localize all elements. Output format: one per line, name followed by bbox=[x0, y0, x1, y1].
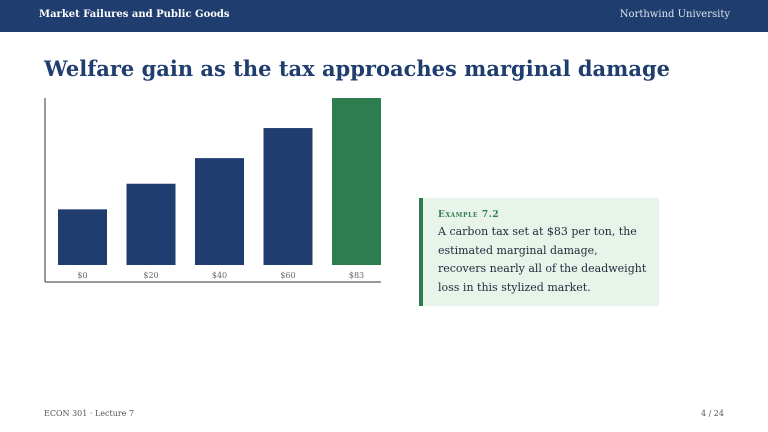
x-tick-label: $20 bbox=[143, 271, 158, 280]
example-callout: Example 7.2 A carbon tax set at $83 per … bbox=[419, 198, 659, 306]
callout-kicker: Example 7.2 bbox=[438, 210, 500, 220]
x-tick-label: $60 bbox=[280, 271, 295, 280]
footer-course: ECON 301 · Lecture 7 bbox=[44, 409, 135, 418]
bar-3 bbox=[263, 128, 313, 265]
page-number: 4 / 24 bbox=[700, 409, 724, 418]
x-tick-label: $0 bbox=[77, 271, 87, 280]
course-title: Market Failures and Public Goods bbox=[39, 9, 230, 20]
bar-0 bbox=[58, 209, 107, 265]
x-tick-label: $40 bbox=[212, 271, 227, 280]
bar-2 bbox=[195, 158, 244, 265]
bar-1 bbox=[126, 183, 176, 265]
header-bar: Market Failures and Public Goods Northwi… bbox=[0, 0, 768, 32]
bar-4 bbox=[332, 98, 381, 265]
callout-text: A carbon tax set at $83 per ton, the est… bbox=[438, 225, 647, 294]
x-tick-label: $83 bbox=[349, 271, 364, 280]
institution-name: Northwind University bbox=[619, 9, 730, 20]
slide-title: Welfare gain as the tax approaches margi… bbox=[44, 56, 671, 81]
